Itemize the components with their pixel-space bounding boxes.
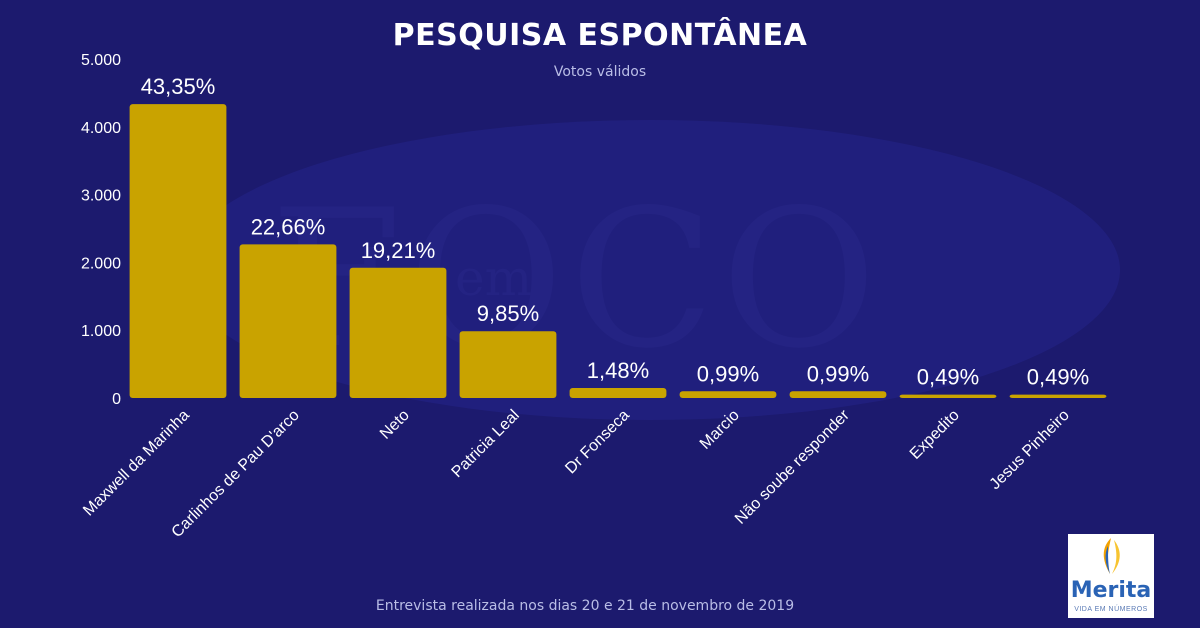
bars bbox=[129, 104, 1107, 398]
chart-subtitle: Votos válidos bbox=[553, 64, 647, 80]
bar-value-label: 0,99% bbox=[807, 361, 869, 386]
bar bbox=[679, 391, 777, 398]
category-label: Expedito bbox=[907, 407, 963, 463]
bar bbox=[899, 394, 997, 398]
category-label: Não soube responder bbox=[732, 406, 853, 527]
y-tick-label: 0 bbox=[112, 391, 121, 408]
category-label: Carlinhos de Pau D'arco bbox=[169, 407, 303, 541]
bar bbox=[129, 104, 227, 398]
flame-icon bbox=[1103, 538, 1120, 574]
logo-wordmark: Merita bbox=[1070, 578, 1152, 603]
category-label: Neto bbox=[377, 407, 413, 443]
bar-value-label: 43,35% bbox=[141, 74, 216, 99]
bar bbox=[789, 391, 887, 398]
y-axis: 0 1.000 2.000 3.000 4.000 5.000 bbox=[81, 52, 121, 408]
bar bbox=[569, 387, 667, 398]
logo-tagline: VIDA EM NÚMEROS bbox=[1074, 606, 1148, 613]
bar-value-label: 0,49% bbox=[917, 365, 979, 390]
y-tick-label: 4.000 bbox=[81, 120, 121, 137]
footer-note: Entrevista realizada nos dias 20 e 21 de… bbox=[375, 598, 795, 614]
bar bbox=[1009, 394, 1107, 398]
y-tick-label: 1.000 bbox=[81, 323, 121, 340]
bar-value-label: 9,85% bbox=[477, 301, 539, 326]
value-labels: 43,35% 22,66% 19,21% 9,85% 1,48% 0,99% 0,99% 0,… bbox=[141, 74, 1090, 390]
y-tick-label: 2.000 bbox=[81, 255, 121, 272]
bar-value-label: 19,21% bbox=[361, 238, 436, 263]
bar-value-label: 1,48% bbox=[587, 358, 649, 383]
bar-value-label: 22,66% bbox=[251, 214, 326, 239]
category-label: Jesus Pinheiro bbox=[987, 407, 1073, 493]
y-tick-label: 5.000 bbox=[81, 52, 121, 69]
merita-logo: Merita VIDA EM NÚMEROS bbox=[1068, 534, 1154, 618]
category-label: Patricia Leal bbox=[449, 407, 523, 481]
category-label: Maxwell da Marinha bbox=[80, 407, 193, 520]
bar-value-label: 0,99% bbox=[697, 361, 759, 386]
y-tick-label: 3.000 bbox=[81, 188, 121, 205]
bar bbox=[239, 244, 337, 398]
watermark-small-text: em bbox=[455, 249, 532, 307]
chart-title: PESQUISA ESPONTÂNEA bbox=[392, 18, 808, 53]
bar bbox=[349, 267, 447, 398]
bar bbox=[459, 331, 557, 398]
bar-value-label: 0,49% bbox=[1027, 365, 1089, 390]
